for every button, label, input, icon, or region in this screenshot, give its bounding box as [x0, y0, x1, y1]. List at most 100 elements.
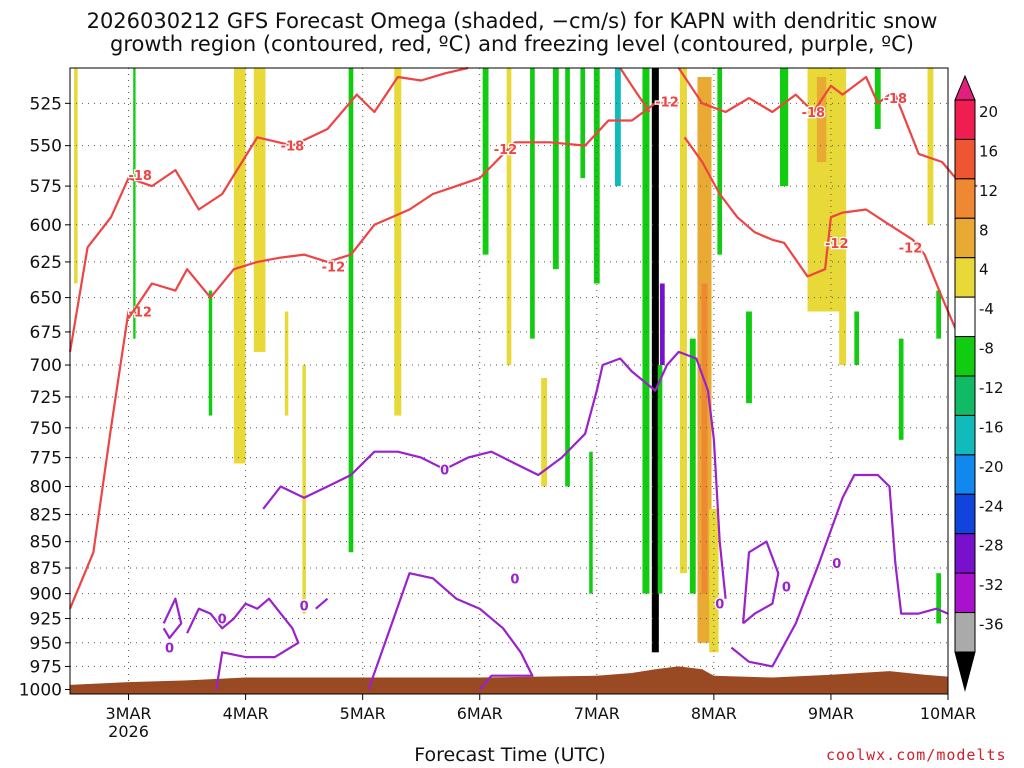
colorbar-label-2: 12 — [979, 182, 998, 200]
ytick-label-2: 575 — [30, 177, 62, 197]
colorbar-swatch-0 — [954, 99, 976, 140]
omega-shade-21 — [660, 283, 665, 366]
omega-shading — [74, 68, 941, 653]
ytick-label-5: 650 — [30, 289, 62, 309]
contour-label-11: 0 — [300, 600, 309, 615]
omega-shade-11 — [530, 68, 535, 339]
omega-shade-10 — [506, 68, 512, 366]
contour-line-0 — [68, 66, 469, 353]
colorbar-swatch-12 — [954, 572, 976, 614]
ytick-label-14: 875 — [30, 559, 62, 579]
omega-shade-29 — [746, 311, 752, 404]
contour-line-10 — [186, 597, 300, 690]
omega-shade-5 — [284, 311, 289, 416]
plot-frame — [69, 67, 949, 695]
omega-shade-14 — [593, 68, 600, 284]
omega-shade-36 — [927, 68, 934, 225]
y-axis-pressure: 525 550 575 600 625 650 675 700 725 750 775 800 825 8… — [19, 94, 70, 700]
colorbar-swatch-2 — [954, 178, 976, 219]
contour-label-15: 0 — [510, 572, 519, 587]
ytick-label-9: 750 — [30, 419, 62, 439]
contour-line-2 — [68, 310, 141, 610]
omega-shade-1 — [74, 68, 78, 284]
contour-line-17 — [730, 473, 949, 668]
omega-shade-3 — [253, 68, 266, 352]
xtick-label-5: 8MAR — [691, 704, 737, 723]
x-axis-label: Forecast Time (UTC) — [414, 744, 606, 766]
colorbar-label-7: -12 — [979, 379, 1004, 397]
contour-label-8: -12 — [825, 237, 849, 252]
colorbar-label-6: -8 — [979, 340, 994, 358]
ytick-label-13: 850 — [30, 533, 62, 553]
omega-shade-38 — [936, 573, 941, 624]
contour-label-16: 0 — [782, 581, 791, 596]
contour-label-5: -12 — [655, 96, 679, 111]
omega-shade-30 — [780, 68, 789, 187]
contour-line-11 — [315, 597, 329, 610]
colorbar-swatch-9 — [954, 454, 976, 495]
xtick-label-4: 7MAR — [574, 704, 620, 723]
xtick-label-7: 10MAR — [920, 704, 976, 723]
ytick-label-18: 975 — [30, 657, 62, 677]
omega-shade-9 — [482, 68, 489, 255]
contour-label-17: 0 — [832, 557, 841, 572]
chart-title-line2: growth region (contoured, red, ºC) and f… — [110, 32, 914, 56]
ytick-label-19: 1000 — [19, 680, 62, 700]
xtick-label-6: 9MAR — [808, 704, 854, 723]
omega-shade-6 — [302, 365, 306, 614]
ytick-label-16: 925 — [30, 610, 62, 630]
colorbar-label-1: 16 — [979, 142, 998, 160]
colorbar-bottom-arrow — [954, 651, 976, 692]
omega-shade-2 — [233, 68, 246, 464]
colorbar-label-12: -32 — [979, 576, 1004, 594]
ytick-label-12: 825 — [30, 505, 62, 525]
ytick-label-0: 525 — [30, 94, 62, 114]
omega-shade-22 — [657, 365, 663, 594]
contour-line-15 — [367, 572, 534, 691]
colorbar: 20 16 12 8 4 -4 -8 -12 -16 -20 -24 -28 -32 -36 — [954, 74, 1004, 692]
omega-shade-8 — [394, 68, 402, 416]
contour-label-7: -18 — [884, 92, 908, 107]
ytick-label-10: 775 — [30, 449, 62, 469]
contour-label-9: -12 — [899, 241, 923, 256]
ytick-label-11: 800 — [30, 477, 62, 497]
omega-shade-28 — [709, 508, 719, 653]
contour-line-3 — [127, 102, 679, 320]
omega-shade-25 — [701, 283, 708, 594]
contour-label-10: 0 — [218, 613, 227, 628]
omega-shade-23 — [679, 68, 687, 574]
xtick-label-0: 3MAR — [106, 704, 152, 723]
contour-label-12: 0 — [165, 642, 174, 657]
xtick-label-2: 5MAR — [340, 704, 386, 723]
colorbar-swatch-6 — [954, 336, 976, 377]
contour-line-12 — [162, 597, 183, 640]
omega-shade-26 — [689, 338, 696, 594]
contour-label-13: 0 — [440, 463, 449, 478]
colorbar-label-4: 4 — [979, 261, 989, 279]
colorbar-label-10: -24 — [979, 497, 1004, 515]
contour-label-1: -18 — [281, 140, 305, 155]
colorbar-swatch-3 — [954, 217, 976, 259]
colorbar-label-11: -28 — [979, 537, 1004, 555]
omega-shade-33 — [839, 68, 847, 366]
colorbar-label-5: -4 — [979, 300, 994, 318]
omega-shade-7 — [348, 68, 354, 553]
credit-text: coolwx.com/modelts — [826, 746, 1007, 764]
ytick-label-3: 600 — [30, 216, 62, 236]
contour-line-6 — [677, 67, 891, 114]
omega-shade-32 — [816, 76, 827, 163]
contour-label-0: -18 — [128, 169, 152, 184]
ytick-label-17: 950 — [30, 634, 62, 654]
colorbar-swatch-13 — [954, 612, 976, 653]
omega-shade-17 — [642, 68, 650, 594]
colorbar-swatch-11 — [954, 533, 976, 574]
terrain — [70, 666, 948, 694]
grid — [70, 68, 949, 694]
omega-shade-35 — [898, 338, 904, 440]
ytick-label-8: 725 — [30, 388, 62, 408]
ytick-label-4: 625 — [30, 253, 62, 273]
omega-shade-16 — [589, 451, 593, 594]
xtick-label-3: 6MAR — [457, 704, 503, 723]
